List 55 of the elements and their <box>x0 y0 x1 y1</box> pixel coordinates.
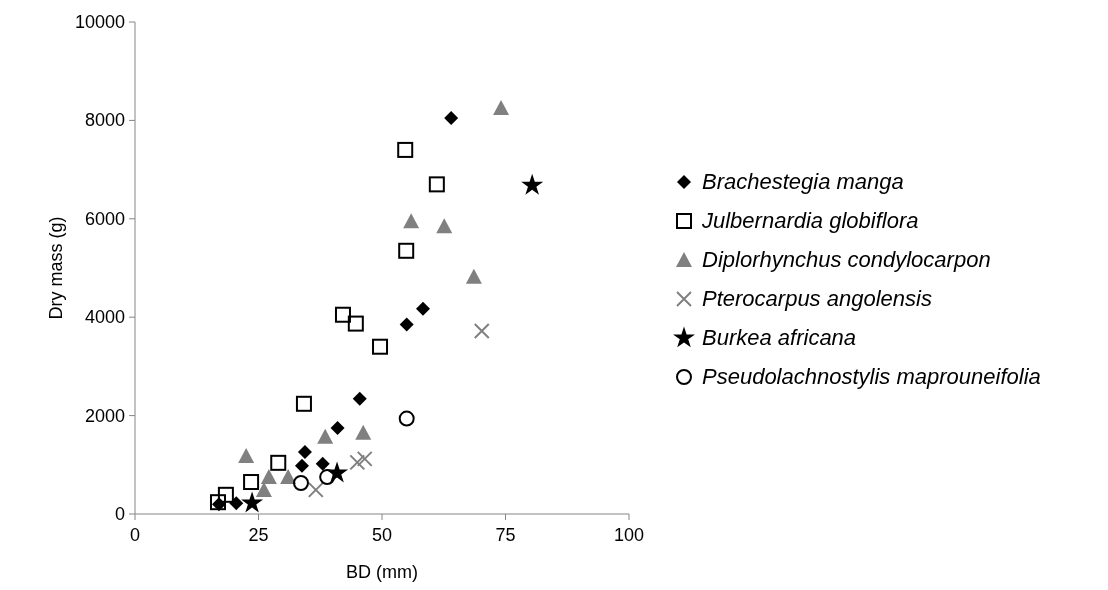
point <box>334 306 351 323</box>
point <box>473 322 490 339</box>
point <box>217 486 234 503</box>
point <box>317 428 334 444</box>
point <box>347 315 364 332</box>
point <box>398 242 415 259</box>
point <box>330 420 345 435</box>
point <box>349 454 366 471</box>
y-tick-label: 0 <box>114 504 125 524</box>
legend-label: Julbernardia globiflora <box>701 208 919 233</box>
point <box>241 491 264 513</box>
point <box>307 481 324 498</box>
point <box>356 450 373 467</box>
point <box>315 456 330 471</box>
point <box>397 141 414 158</box>
legend-label: Pterocarpus angolensis <box>702 286 932 311</box>
point <box>280 469 297 485</box>
y-tick-label: 10000 <box>74 12 125 32</box>
point <box>521 173 544 195</box>
point <box>294 458 309 473</box>
legend-label: Burkea africana <box>702 325 857 350</box>
legend-label: Diplorhynchus condylocarpon <box>702 247 991 272</box>
y-tick-label: 2000 <box>84 405 125 426</box>
x-tick-label: 0 <box>129 525 141 545</box>
point <box>428 176 445 193</box>
x-tick-label: 50 <box>371 525 393 545</box>
point <box>238 447 255 463</box>
x-tick-label: 100 <box>613 525 645 545</box>
point <box>444 110 459 125</box>
point <box>372 338 389 355</box>
point <box>465 268 482 284</box>
x-tick-label: 25 <box>248 525 269 545</box>
point <box>355 424 372 440</box>
point <box>260 469 277 485</box>
x-axis-title: BD (mm) <box>346 562 418 582</box>
point <box>297 445 312 460</box>
legend-label: Pseudolachnostylis maprouneifolia <box>702 364 1041 389</box>
point <box>292 475 309 491</box>
x-tick-label: 75 <box>495 525 516 545</box>
y-axis-title: Dry mass (g) <box>46 216 66 320</box>
point <box>270 454 287 471</box>
legend-label: Brachestegia manga <box>702 169 904 194</box>
point <box>319 469 336 486</box>
point <box>399 317 414 332</box>
point <box>243 474 260 491</box>
point <box>493 100 510 116</box>
y-tick-label: 6000 <box>84 208 125 229</box>
y-tick-label: 8000 <box>84 110 125 131</box>
point <box>295 395 312 412</box>
point <box>352 391 367 406</box>
point <box>416 301 430 316</box>
point <box>398 410 415 427</box>
point <box>436 218 453 234</box>
point <box>403 213 420 229</box>
y-tick-label: 4000 <box>84 307 125 328</box>
